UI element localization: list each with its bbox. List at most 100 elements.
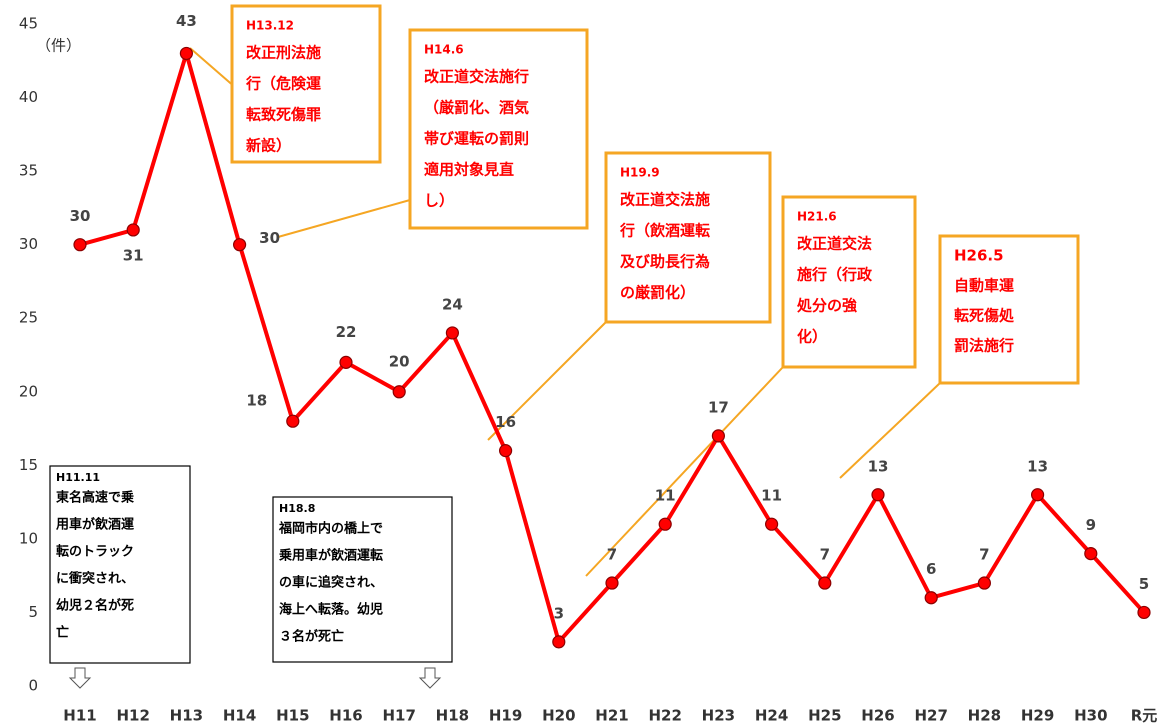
x-tick-label: H11 xyxy=(63,707,96,725)
marker xyxy=(924,591,938,605)
annotation-line: 海上へ転落。幼児 xyxy=(279,602,383,618)
y-tick-label: 30 xyxy=(19,235,38,253)
x-tick-label: H29 xyxy=(1021,707,1054,725)
x-tick-label: H24 xyxy=(755,707,788,725)
marker xyxy=(499,444,513,458)
annotation-line: 東名高速で乗 xyxy=(56,490,134,506)
x-tick-label: H25 xyxy=(808,707,841,725)
annotation-line: 乗用車が飲酒運転 xyxy=(278,548,383,564)
annotation-line: 用車が飲酒運 xyxy=(55,517,134,533)
data-label: 31 xyxy=(123,246,144,264)
arrow xyxy=(418,667,442,689)
annotation-box xyxy=(230,4,382,164)
x-tick-label: H17 xyxy=(382,707,415,725)
data-label: 18 xyxy=(246,392,267,410)
x-tick-label: H26 xyxy=(861,707,894,725)
y-tick-label: 40 xyxy=(19,88,38,106)
y-tick-label: 10 xyxy=(19,529,38,547)
x-tick-label: H27 xyxy=(914,707,947,725)
annotation-line: に衝突され、 xyxy=(56,571,134,587)
x-tick-label: H23 xyxy=(702,707,735,725)
marker xyxy=(977,576,992,590)
marker xyxy=(392,385,406,399)
data-label: 13 xyxy=(1027,457,1048,475)
marker xyxy=(339,355,353,369)
marker xyxy=(126,223,140,237)
marker xyxy=(764,517,779,531)
annotation-line: 転死傷処 xyxy=(954,307,1015,325)
annotation-line: 及び助長行為 xyxy=(620,253,710,271)
x-tick-label: H28 xyxy=(968,707,1001,725)
annotation-line: 亡 xyxy=(56,625,69,641)
data-label: 20 xyxy=(389,352,410,370)
x-tick-label: H12 xyxy=(116,707,149,725)
marker xyxy=(605,576,619,590)
x-tick-label: H19 xyxy=(489,707,522,725)
annotation-line: 罰法施行 xyxy=(954,337,1014,355)
y-tick-label: 5 xyxy=(28,603,38,621)
annotation-title: H19.9 xyxy=(620,166,660,180)
marker xyxy=(552,635,566,649)
annotation-line: 化） xyxy=(797,328,827,346)
x-tick-label: R元 xyxy=(1131,707,1158,725)
arrow xyxy=(68,667,92,689)
x-tick-label: H13 xyxy=(170,707,203,725)
x-tick-label: H18 xyxy=(436,707,469,725)
annotation-line: 適用対象見直 xyxy=(424,161,514,179)
annotation-box xyxy=(781,195,917,369)
annotation-title: H13.12 xyxy=(246,19,294,33)
data-label: 9 xyxy=(1086,516,1096,534)
y-tick-label: 35 xyxy=(19,162,38,180)
x-tick-label: H15 xyxy=(276,707,309,725)
marker xyxy=(818,576,832,590)
data-label: 6 xyxy=(926,560,936,578)
annotation-line: 行（危険運 xyxy=(245,75,322,93)
x-tick-label: H21 xyxy=(595,707,628,725)
data-label: 17 xyxy=(708,398,729,416)
annotation-box xyxy=(49,465,191,664)
data-label: 5 xyxy=(1139,575,1149,593)
data-label: 30 xyxy=(70,207,91,225)
x-tick-label: H16 xyxy=(329,707,362,725)
connector xyxy=(839,382,941,479)
connector xyxy=(585,366,784,577)
data-label: 7 xyxy=(607,546,617,564)
annotation-title: H21.6 xyxy=(797,210,837,224)
data-label: 3 xyxy=(554,604,564,622)
connector xyxy=(189,47,237,89)
annotation-line: の車に追突され、 xyxy=(279,575,383,591)
marker xyxy=(1137,605,1151,620)
marker xyxy=(1030,488,1045,502)
data-label: 16 xyxy=(495,413,516,431)
data-label: 7 xyxy=(979,546,989,564)
annotation-title: H26.5 xyxy=(954,247,1004,265)
y-tick-label: 0 xyxy=(28,677,38,695)
y-tick-label: 20 xyxy=(19,382,38,400)
annotation-line: 帯び運転の罰則 xyxy=(424,130,529,148)
marker xyxy=(658,517,672,531)
marker xyxy=(871,488,885,502)
annotation-line: 改正道交法施 xyxy=(620,191,710,209)
annotation-box xyxy=(408,28,589,230)
annotation-line: 自動車運 xyxy=(954,277,1015,295)
data-label: 22 xyxy=(336,323,357,341)
data-label: 24 xyxy=(442,295,463,313)
annotation-box xyxy=(604,151,772,324)
connector xyxy=(277,199,411,238)
marker xyxy=(711,429,726,443)
annotation-line: の厳罰化） xyxy=(620,284,695,302)
data-label: 11 xyxy=(761,487,782,505)
annotation-line: し） xyxy=(424,192,454,210)
y-tick-label: 45 xyxy=(19,15,38,33)
marker xyxy=(179,46,193,61)
annotation-title: H11.11 xyxy=(56,471,100,484)
x-tick-label: H20 xyxy=(542,707,575,725)
data-label: 13 xyxy=(868,457,889,475)
annotation-line: 新設） xyxy=(246,137,291,155)
x-tick-label: H22 xyxy=(648,707,681,725)
data-label: 7 xyxy=(820,546,830,564)
annotation-line: ３名が死亡 xyxy=(279,629,344,645)
y-tick-label: 25 xyxy=(19,309,38,327)
annotation-line: 福岡市内の橋上で xyxy=(278,521,383,537)
marker xyxy=(233,238,247,252)
